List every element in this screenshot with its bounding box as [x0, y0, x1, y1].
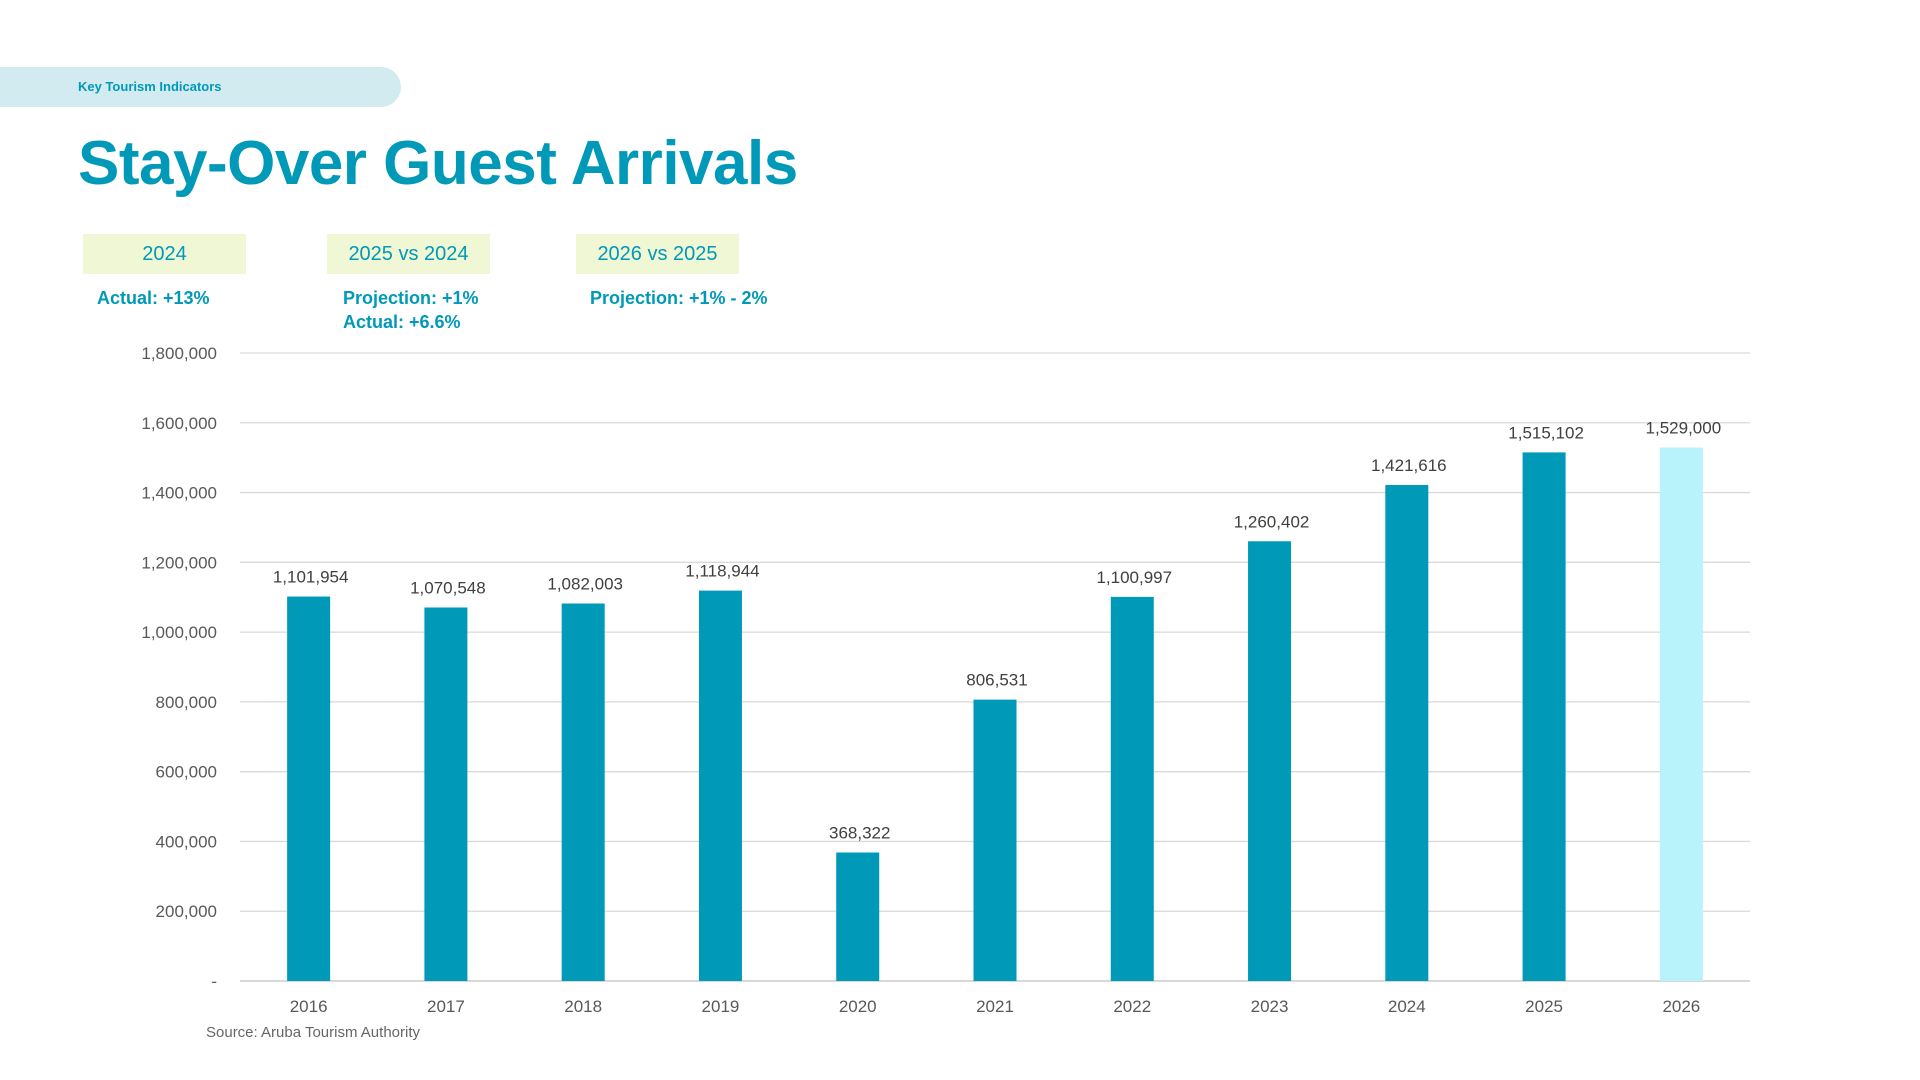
data-label: 806,531	[966, 671, 1027, 690]
bar-2022	[1110, 596, 1154, 981]
y-tick-label: 1,200,000	[141, 553, 217, 572]
x-tick-label: 2024	[1388, 997, 1426, 1016]
data-label: 1,515,102	[1508, 423, 1584, 442]
bar-2019	[698, 590, 742, 981]
bar-2016	[287, 596, 331, 981]
data-label: 1,421,616	[1371, 456, 1447, 475]
x-tick-label: 2019	[702, 997, 740, 1016]
data-label: 368,322	[829, 823, 890, 842]
data-label: 1,082,003	[547, 575, 623, 594]
data-label: 1,529,000	[1646, 419, 1722, 438]
data-label: 1,101,954	[273, 568, 349, 587]
x-tick-label: 2022	[1113, 997, 1151, 1016]
y-tick-label: 1,800,000	[141, 344, 217, 363]
y-tick-label: 200,000	[156, 902, 217, 921]
y-tick-label: -	[211, 972, 217, 991]
y-tick-label: 1,400,000	[141, 484, 217, 503]
bar-2020	[836, 852, 880, 981]
section-label: Key Tourism Indicators	[78, 79, 222, 94]
kpi-label-2026: 2026 vs 2025	[576, 234, 739, 274]
y-tick-label: 1,600,000	[141, 414, 217, 433]
kpi-label-2025: 2025 vs 2024	[327, 234, 490, 274]
y-tick-label: 600,000	[156, 763, 217, 782]
x-tick-label: 2025	[1525, 997, 1563, 1016]
x-tick-label: 2026	[1662, 997, 1700, 1016]
kpi-line: Projection: +1% - 2%	[590, 288, 768, 308]
section-pill: Key Tourism Indicators	[0, 67, 401, 107]
bar-2021	[973, 699, 1017, 981]
bar-2023	[1248, 541, 1292, 981]
data-label: 1,260,402	[1234, 512, 1310, 531]
y-tick-label: 400,000	[156, 832, 217, 851]
bar-2026	[1659, 447, 1703, 981]
y-tick-label: 800,000	[156, 693, 217, 712]
y-tick-label: 1,000,000	[141, 623, 217, 642]
kpi-note-2024: Actual: +13%	[97, 286, 210, 310]
x-tick-label: 2023	[1251, 997, 1289, 1016]
bar-2024	[1385, 485, 1429, 981]
x-tick-label: 2017	[427, 997, 465, 1016]
source-note: Source: Aruba Tourism Authority	[206, 1024, 420, 1041]
kpi-note-2025: Projection: +1% Actual: +6.6%	[343, 286, 479, 334]
x-tick-label: 2016	[290, 997, 328, 1016]
data-label: 1,118,944	[685, 562, 759, 581]
kpi-line: Actual: +6.6%	[343, 312, 461, 332]
bar-2025	[1522, 452, 1566, 982]
x-tick-label: 2020	[839, 997, 877, 1016]
bar-2017	[424, 607, 468, 981]
kpi-note-2026: Projection: +1% - 2%	[590, 286, 768, 310]
x-tick-label: 2018	[564, 997, 602, 1016]
kpi-label-2024: 2024	[83, 234, 246, 274]
bar-2018	[561, 603, 605, 981]
x-tick-label: 2021	[976, 997, 1014, 1016]
kpi-line: Actual: +13%	[97, 288, 210, 308]
data-label: 1,100,997	[1096, 568, 1172, 587]
page-title: Stay-Over Guest Arrivals	[78, 129, 798, 198]
data-label: 1,070,548	[410, 578, 486, 597]
kpi-line: Projection: +1%	[343, 288, 479, 308]
